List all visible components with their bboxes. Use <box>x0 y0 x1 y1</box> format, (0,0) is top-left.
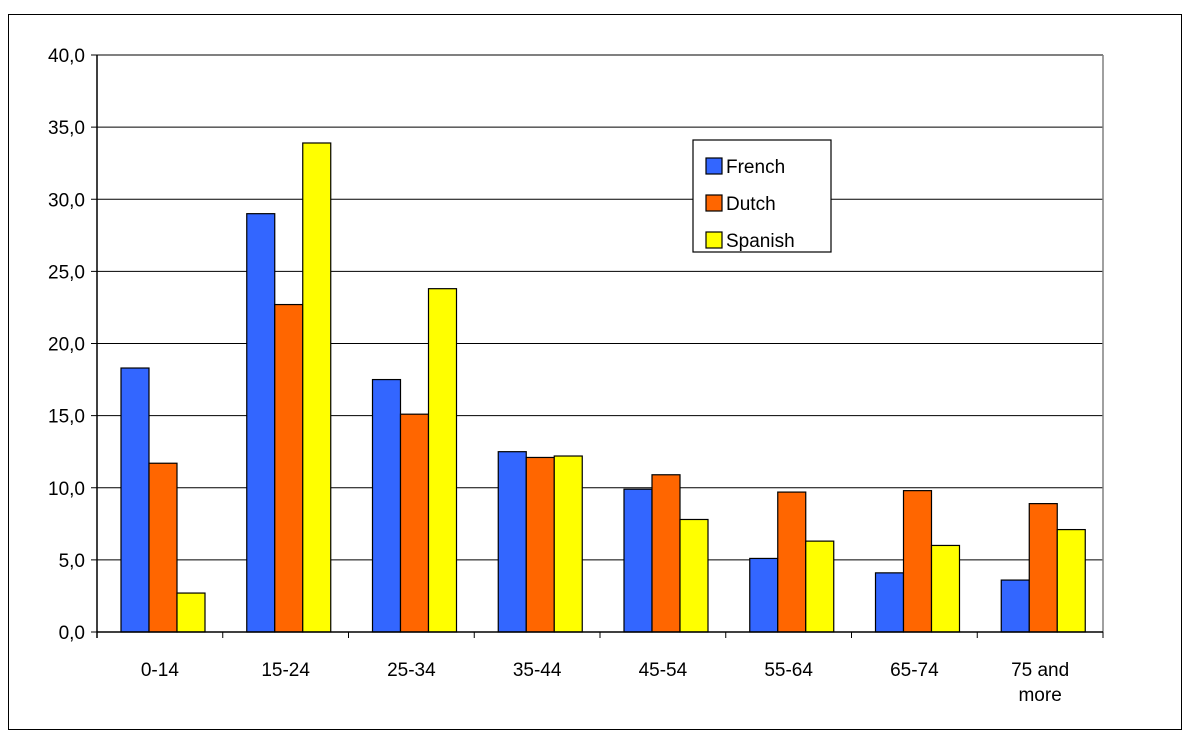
bar-dutch-6 <box>902 490 933 633</box>
x-tick-label: 45-54 <box>639 660 688 681</box>
x-tick-label: 75 and <box>1011 660 1069 681</box>
y-tick-label: 20,0 <box>48 335 85 356</box>
bar-french-3 <box>497 451 527 633</box>
bar-spanish-5 <box>805 540 835 633</box>
x-tick-label: 0-14 <box>141 660 179 681</box>
bar-french-5 <box>749 557 779 633</box>
y-tick-label: 25,0 <box>48 262 85 283</box>
x-tick-labels: 0-14 15-24 25-34 35-44 45-54 55-64 65-74 75 and… <box>141 660 1069 706</box>
bar-spanish-2 <box>427 288 458 633</box>
legend-label-french: French <box>726 157 785 178</box>
bar-spanish-0 <box>176 592 206 633</box>
x-tick-label: more <box>1018 685 1061 706</box>
bar-french-2 <box>371 378 402 633</box>
axes <box>91 54 1104 638</box>
x-tick-label: 15-24 <box>261 660 310 681</box>
legend-swatch-dutch <box>705 194 723 212</box>
bar-dutch-0 <box>148 462 178 633</box>
x-tick-label: 65-74 <box>890 660 939 681</box>
bar-french-4 <box>623 488 653 633</box>
bar-spanish-1 <box>302 142 332 633</box>
bar-spanish-6 <box>930 544 961 633</box>
bar-french-7 <box>1000 579 1030 633</box>
x-tick-label: 35-44 <box>513 660 562 681</box>
bars <box>120 142 1086 633</box>
y-tick-label: 15,0 <box>48 407 85 428</box>
y-tick-labels: 0,0 5,0 10,0 15,0 20,0 25,0 30,0 35,0 40,0 <box>48 46 85 644</box>
y-tick-label: 40,0 <box>48 46 85 67</box>
y-tick-label: 5,0 <box>59 551 85 572</box>
bar-dutch-1 <box>274 303 304 633</box>
y-tick-label: 0,0 <box>59 623 85 644</box>
bar-french-1 <box>246 213 276 633</box>
bar-dutch-2 <box>399 413 430 633</box>
bar-dutch-3 <box>525 456 555 633</box>
bar-french-6 <box>874 572 905 633</box>
bar-spanish-3 <box>553 455 583 633</box>
bar-french-0 <box>120 367 150 633</box>
bar-spanish-4 <box>679 518 709 633</box>
legend: French Dutch Spanish <box>692 139 832 253</box>
bar-dutch-5 <box>777 491 807 633</box>
x-tick-label: 25-34 <box>387 660 436 681</box>
y-tick-label: 30,0 <box>48 190 85 211</box>
legend-label-spanish: Spanish <box>726 231 795 252</box>
y-tick-label: 35,0 <box>48 118 85 139</box>
legend-swatch-spanish <box>705 231 723 249</box>
legend-swatch-french <box>705 157 723 175</box>
y-tick-label: 10,0 <box>48 479 85 500</box>
x-tick-label: 55-64 <box>764 660 813 681</box>
bar-dutch-7 <box>1028 503 1058 633</box>
bar-dutch-4 <box>651 474 681 633</box>
bar-spanish-7 <box>1056 528 1086 633</box>
legend-label-dutch: Dutch <box>726 194 776 215</box>
